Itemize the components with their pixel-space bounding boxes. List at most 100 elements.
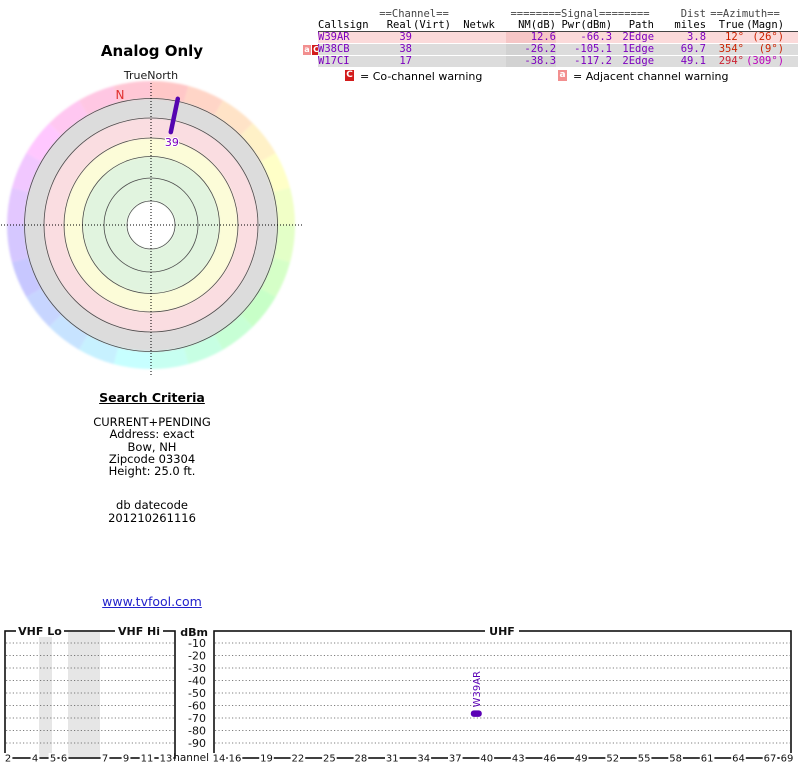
svg-text:5: 5 xyxy=(50,754,56,765)
station-line-label: 39 xyxy=(165,136,179,149)
col-header-true: True xyxy=(706,20,745,32)
cell-netwk xyxy=(452,55,507,68)
svg-text:-40: -40 xyxy=(188,674,206,687)
tvfool-link[interactable]: www.tvfool.com xyxy=(102,594,202,609)
cell-pwr: -117.2 xyxy=(556,55,613,68)
svg-text:14: 14 xyxy=(213,754,226,765)
svg-text:4: 4 xyxy=(32,754,38,765)
cell-real: 17 xyxy=(376,55,412,68)
svg-text:16: 16 xyxy=(229,754,242,765)
adjacent-legend-icon: a xyxy=(558,70,567,81)
cell-pwr: -66.3 xyxy=(556,31,613,44)
cell-path: 1Edge xyxy=(612,43,655,56)
col-header-callsign: Callsign xyxy=(318,20,376,32)
adjacent-warning-badge: a xyxy=(303,45,311,55)
vhf-hi-label: VHF Hi xyxy=(118,625,160,638)
cell-true-azimuth: 294° xyxy=(706,55,745,68)
vhf-lo-label-mask xyxy=(16,625,64,637)
cell-real: 38 xyxy=(376,43,412,56)
spectrum-chart: VHF Lo VHF Hi UHF dBm Channel -10-20-30-… xyxy=(3,625,795,765)
svg-text:37: 37 xyxy=(449,754,462,765)
co-channel-warning-badge: C xyxy=(312,45,320,55)
col-header-nm: NM(dB) xyxy=(506,20,557,32)
cell-magn-azimuth: (309°) xyxy=(744,55,785,68)
table-group-header-row: ==Channel== ========Signal======== Dist … xyxy=(318,9,798,20)
magnetic-north-label: N xyxy=(116,88,125,102)
db-datecode-value: 201210261116 xyxy=(108,510,196,525)
svg-text:2: 2 xyxy=(5,754,11,765)
svg-text:64: 64 xyxy=(732,754,745,765)
channel-axis-ticks: 2 4 5 6 7 9 11 13 14 16 19 22 25 28 31 34 37 40 43 46 49 52 55… xyxy=(3,753,795,765)
svg-text:69: 69 xyxy=(781,754,794,765)
table-row: W38CB 38 -26.2 -105.1 1Edge 69.7 354° (9… xyxy=(318,43,799,56)
uhf-label-mask xyxy=(485,625,519,637)
legend-co-channel: C = Co-channel warning xyxy=(345,70,482,83)
cell-callsign: W39AR xyxy=(318,31,376,44)
search-line: Bow, NH xyxy=(127,439,177,454)
svg-text:31: 31 xyxy=(386,754,399,765)
cell-real: 39 xyxy=(376,31,412,44)
svg-text:22: 22 xyxy=(292,754,305,765)
svg-text:49: 49 xyxy=(575,754,588,765)
db-datecode: db datecode 201210261116 xyxy=(20,499,284,524)
cell-nm: -38.3 xyxy=(506,55,557,68)
cell-magn-azimuth: (9°) xyxy=(744,43,785,56)
search-line: Height: 25.0 ft. xyxy=(108,464,196,479)
azimuth-group-header: ==Azimuth== xyxy=(710,8,780,20)
svg-text:58: 58 xyxy=(669,754,682,765)
svg-text:-20: -20 xyxy=(188,649,206,662)
cell-nm: -26.2 xyxy=(506,43,557,56)
table-header-row: Callsign Real (Virt) Netwk NM(dB) Pwr(dB… xyxy=(318,20,799,32)
cell-callsign: W38CB xyxy=(318,43,376,56)
table-row: W39AR 39 12.6 -66.3 2Edge 3.8 12° (26°) xyxy=(318,31,799,44)
cell-true-azimuth: 354° xyxy=(706,43,745,56)
svg-text:67: 67 xyxy=(764,754,777,765)
search-criteria: Search Criteria CURRENT+PENDING Address:… xyxy=(20,390,284,477)
vhf-panel xyxy=(4,630,176,759)
channel-group-header: ==Channel== xyxy=(379,8,449,20)
cell-magn-azimuth: (26°) xyxy=(744,31,785,44)
cell-callsign: W17CI xyxy=(318,55,376,68)
svg-text:61: 61 xyxy=(701,754,714,765)
svg-text:13: 13 xyxy=(160,754,173,765)
col-header-miles: miles xyxy=(654,20,707,32)
cell-true-azimuth: 12° xyxy=(706,31,745,44)
dist-group-header: Dist xyxy=(680,8,707,20)
signal-points: W39AR xyxy=(470,671,483,717)
true-north-label: TrueNorth xyxy=(123,69,178,82)
station-line xyxy=(168,96,181,135)
radar-plot: TrueNorth N 39 xyxy=(1,69,303,376)
cell-netwk xyxy=(452,43,507,56)
adjacent-legend-text: = Adjacent channel warning xyxy=(573,70,729,83)
svg-text:46: 46 xyxy=(543,754,556,765)
col-header-magn: (Magn) xyxy=(744,20,785,32)
y-axis-label: dBm xyxy=(180,626,208,639)
svg-text:11: 11 xyxy=(141,754,154,765)
page-title: Analog Only xyxy=(100,42,204,60)
cell-netwk xyxy=(452,31,507,44)
svg-text:-30: -30 xyxy=(188,662,206,675)
search-criteria-heading: Search Criteria xyxy=(99,390,205,405)
search-line: CURRENT+PENDING xyxy=(93,415,211,429)
svg-text:28: 28 xyxy=(355,754,368,765)
link-row: www.tvfool.com xyxy=(20,591,284,610)
col-header-path: Path xyxy=(612,20,655,32)
svg-text:25: 25 xyxy=(323,754,336,765)
x-axis-label: Channel xyxy=(166,752,209,764)
svg-text:-70: -70 xyxy=(188,712,206,725)
cell-miles: 49.1 xyxy=(654,55,707,68)
cell-pwr: -105.1 xyxy=(556,43,613,56)
vhf-hi-label-mask xyxy=(115,625,163,637)
cell-virt xyxy=(412,31,453,44)
svg-text:52: 52 xyxy=(606,754,619,765)
spectrum-gridlines xyxy=(6,642,790,744)
table-row: W17CI 17 -38.3 -117.2 2Edge 49.1 294° (3… xyxy=(318,55,799,68)
svg-text:34: 34 xyxy=(417,754,430,765)
signal-table: ==Channel== ========Signal======== Dist … xyxy=(318,9,799,68)
cell-virt xyxy=(412,43,453,56)
cell-miles: 3.8 xyxy=(654,31,707,44)
svg-text:-80: -80 xyxy=(188,724,206,737)
signal-bar-label: W39AR xyxy=(472,671,483,707)
svg-text:55: 55 xyxy=(638,754,651,765)
